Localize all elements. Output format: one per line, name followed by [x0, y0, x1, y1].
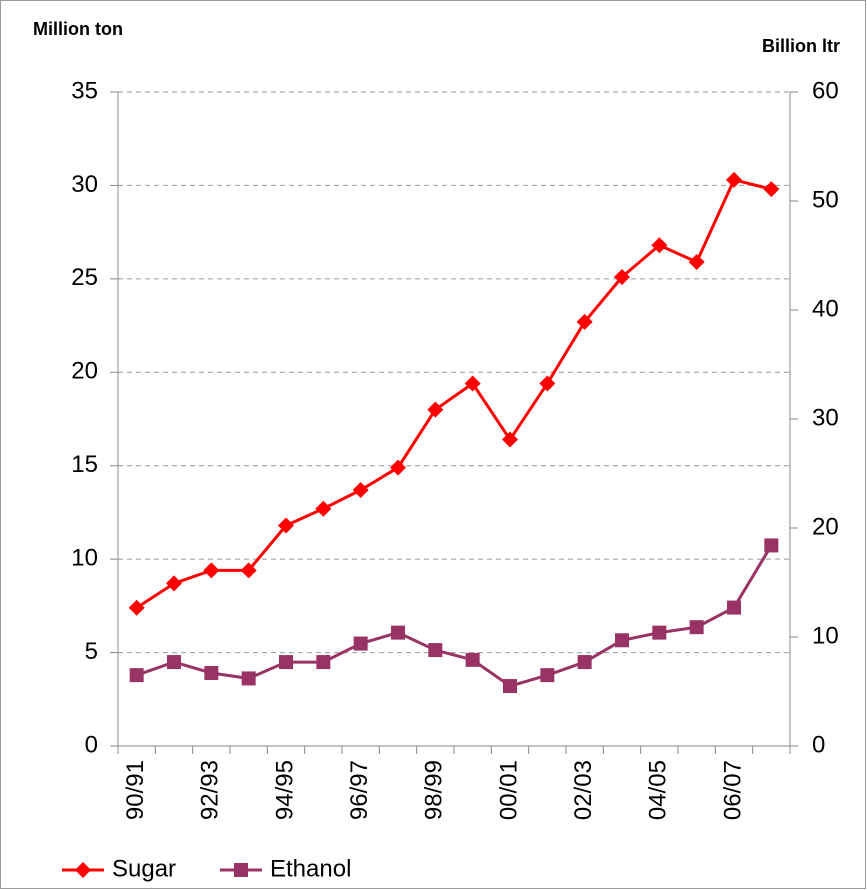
series-marker [763, 181, 780, 198]
x-tick-label: 06/07 [719, 760, 746, 820]
y2-tick-label: 60 [812, 77, 839, 104]
y-tick-label: 0 [85, 731, 98, 758]
series-marker [502, 431, 518, 448]
series-marker [689, 620, 704, 635]
series-marker [503, 679, 517, 694]
x-tick-label: 04/05 [645, 760, 672, 820]
y-tick-label: 25 [71, 264, 98, 291]
legend-marker [234, 863, 248, 877]
series-marker [128, 599, 145, 616]
x-tick-label: 96/97 [346, 760, 373, 820]
y-tick-label: 20 [71, 358, 98, 385]
series-marker [428, 643, 443, 658]
y-tick-label: 35 [71, 77, 98, 104]
legend-marker [75, 862, 91, 878]
series-marker [614, 268, 630, 285]
y2-axis-title: Billion ltr [762, 36, 840, 56]
series-marker [167, 655, 181, 670]
y2-tick-label: 40 [812, 295, 839, 322]
series-marker [727, 600, 741, 615]
series-marker [315, 500, 332, 517]
series-marker [726, 171, 742, 188]
series-marker [241, 671, 256, 686]
y2-tick-label: 20 [812, 513, 839, 540]
y-axis-title: Million ton [33, 19, 123, 39]
series-marker [540, 668, 555, 683]
series-marker [576, 313, 593, 330]
series-marker [464, 375, 481, 392]
series-marker [240, 562, 257, 579]
series-marker [764, 538, 779, 553]
series-marker [204, 665, 219, 680]
series-marker [539, 375, 556, 392]
series-marker [390, 459, 406, 476]
y-tick-label: 30 [71, 171, 98, 198]
legend-label: Sugar [112, 855, 176, 882]
y2-tick-label: 30 [812, 404, 839, 431]
series-marker [615, 633, 629, 648]
y-tick-label: 5 [85, 638, 98, 665]
series-marker [651, 237, 668, 254]
y2-tick-label: 50 [812, 186, 839, 213]
series-marker [577, 655, 592, 670]
series-marker [688, 254, 705, 271]
x-tick-label: 00/01 [495, 760, 522, 820]
series-marker [279, 655, 293, 670]
series-marker [353, 636, 368, 651]
series-marker [352, 482, 369, 499]
series-marker [316, 655, 331, 670]
series-marker [391, 625, 405, 640]
y-tick-label: 10 [71, 544, 98, 571]
x-tick-label: 98/99 [421, 760, 448, 820]
legend-label: Ethanol [270, 855, 351, 882]
x-tick-label: 02/03 [570, 760, 597, 820]
series-marker [278, 517, 294, 534]
series-marker [129, 668, 144, 683]
x-tick-label: 92/93 [197, 760, 224, 820]
series-marker [427, 401, 444, 418]
y-tick-label: 15 [71, 451, 98, 478]
series-marker [465, 652, 480, 667]
series-marker [166, 575, 182, 592]
x-tick-label: 94/95 [271, 760, 298, 820]
x-tick-label: 90/91 [122, 760, 149, 820]
series-marker [652, 625, 667, 640]
y2-tick-label: 10 [812, 622, 839, 649]
y2-tick-label: 0 [812, 731, 825, 758]
series-marker [203, 562, 220, 579]
